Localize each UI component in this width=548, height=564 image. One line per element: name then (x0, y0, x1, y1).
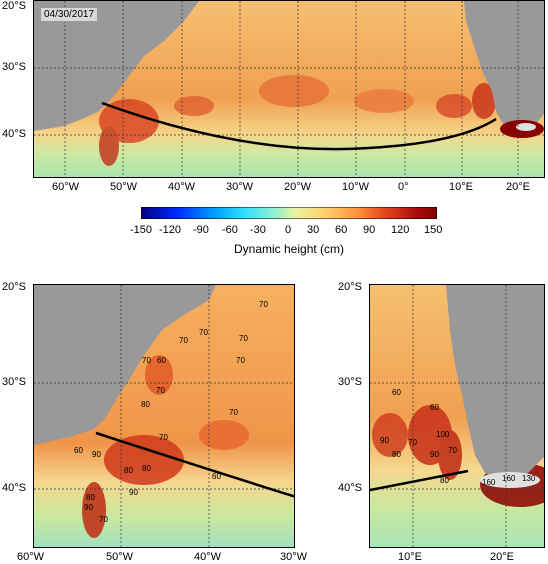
bl-lon-label: 50°W (106, 551, 134, 563)
br-lon-label: 20°E (490, 551, 514, 563)
bottom-right-map-panel: 60 60 90 70 100 90 80 80 70 160 130 160 (369, 284, 545, 548)
top-lon-label: 40°W (168, 181, 196, 193)
africa-land (464, 1, 544, 133)
contour-label: 130 (522, 474, 536, 483)
bl-lon-label: 60°W (17, 551, 45, 563)
contour-label: 60 (392, 388, 401, 397)
colorbar-tick: -90 (193, 224, 209, 236)
colorbar-tick: 30 (307, 224, 320, 236)
contour-labels: 70 70 70 70 70 60 70 80 70 70 60 90 80 8… (74, 300, 268, 524)
contour-label: 70 (156, 386, 165, 395)
bottom-left-map-panel: 70 70 70 70 70 60 70 80 70 70 60 90 80 8… (33, 284, 295, 548)
colorbar-tick: 0 (285, 224, 292, 236)
contour-labels: 60 60 90 70 100 90 80 80 70 160 130 160 (380, 388, 536, 487)
top-lon-label: 60°W (52, 181, 80, 193)
warm-eddies (99, 75, 496, 166)
top-map-field (34, 1, 544, 177)
bl-lat-label: 40°S (2, 482, 26, 494)
contour-label: 80 (124, 466, 133, 475)
br-lat-label: 20°S (338, 281, 362, 293)
top-lon-label: 50°W (110, 181, 138, 193)
top-lon-label: 10°W (342, 181, 370, 193)
bl-lat-label: 20°S (2, 281, 26, 293)
bottom-left-grid (34, 285, 294, 547)
section-line (95, 431, 294, 498)
contour-label: 70 (236, 356, 245, 365)
bottom-left-map-field: 70 70 70 70 70 60 70 80 70 70 60 90 80 8… (34, 285, 294, 547)
contour-label: 80 (141, 400, 150, 409)
contour-label: 60 (157, 356, 166, 365)
contour-label: 160 (482, 478, 496, 487)
colorbar-tick: -120 (159, 224, 182, 236)
top-lon-label: 20°W (284, 181, 312, 193)
top-lon-label: 10°E (449, 181, 473, 193)
contour-label: 60 (74, 446, 83, 455)
colorbar-tick: 60 (335, 224, 348, 236)
contour-label: 70 (259, 300, 268, 309)
contour-label: 80 (440, 476, 449, 485)
contour-label: 70 (408, 438, 417, 447)
colorbar-title: Dynamic height (cm) (234, 242, 345, 256)
top-lat-label-30s: 30°S (2, 61, 26, 73)
bottom-right-map-field: 60 60 90 70 100 90 80 80 70 160 130 160 (370, 285, 544, 547)
bl-lat-label: 30°S (2, 376, 26, 388)
colorbar-tick: -30 (250, 224, 266, 236)
top-lat-label-20s: 20°S (2, 0, 26, 12)
section-line (370, 469, 469, 492)
south-america-land (34, 285, 216, 445)
colorbar (141, 207, 437, 219)
agulhas-hotspot (480, 472, 540, 488)
top-grid (34, 1, 544, 177)
contour-label: 100 (436, 430, 450, 439)
contour-label: 90 (92, 450, 101, 459)
colorbar-tick: 90 (363, 224, 376, 236)
top-lat-label-40s: 40°S (2, 128, 26, 140)
contour-label: 70 (199, 328, 208, 337)
contour-label: 80 (392, 450, 401, 459)
date-badge: 04/30/2017 (40, 7, 99, 22)
africa-land (446, 285, 544, 480)
contour-label: 70 (448, 446, 457, 455)
contour-label: 80 (142, 464, 151, 473)
colorbar-tick: -60 (222, 224, 238, 236)
bl-lon-label: 40°W (194, 551, 222, 563)
bottom-right-grid (370, 285, 544, 547)
br-lon-label: 10°E (398, 551, 422, 563)
contour-label: 60 (430, 403, 439, 412)
colorbar-tick: 150 (424, 224, 443, 236)
contour-label: 70 (142, 356, 151, 365)
south-america-land (34, 1, 199, 131)
contour-label: 90 (430, 450, 439, 459)
contour-label: 70 (239, 334, 248, 343)
contour-label: 90 (380, 436, 389, 445)
colorbar-tick: 120 (391, 224, 410, 236)
bl-lon-label: 30°W (280, 551, 308, 563)
section-line (101, 101, 497, 151)
top-lon-label: 0° (398, 181, 409, 193)
contour-label: 80 (86, 493, 95, 502)
br-lat-label: 30°S (338, 376, 362, 388)
contour-label: 70 (99, 515, 108, 524)
contour-label: 90 (129, 488, 138, 497)
contour-label: 90 (84, 503, 93, 512)
contour-label: 60 (212, 472, 221, 481)
contour-label: 70 (179, 336, 188, 345)
warm-eddies (82, 355, 249, 538)
br-lat-label: 40°S (338, 482, 362, 494)
top-lon-label: 20°E (506, 181, 530, 193)
contour-label: 160 (502, 474, 516, 483)
contour-label: 70 (159, 433, 168, 442)
top-lon-label: 30°W (226, 181, 254, 193)
colorbar-tick: -150 (130, 224, 153, 236)
contour-label: 70 (229, 408, 238, 417)
top-map-panel: 04/30/2017 (33, 0, 545, 178)
